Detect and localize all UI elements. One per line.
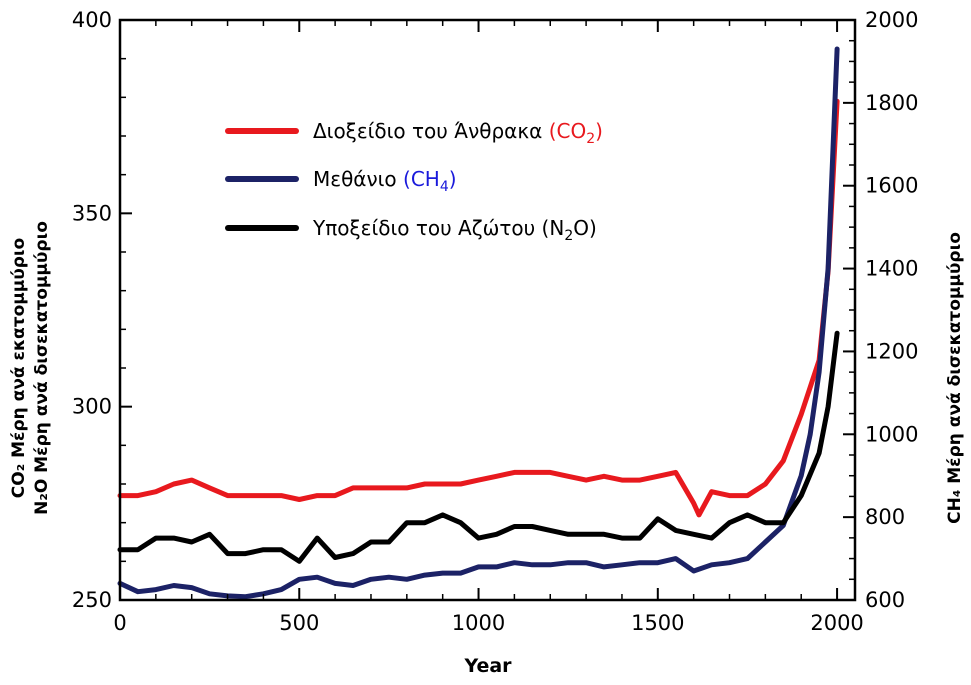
x-tick-label: 2000 [810,611,863,635]
right-tick-label: 2000 [865,8,918,32]
left-axis-label-line2: N₂O Μέρη ανά δισεκατομμύριο [32,221,52,515]
right-tick-label: 1800 [865,91,918,115]
series-line-1 [117,98,840,518]
right-tick-label: 1200 [865,339,918,363]
legend-entry-2: Μεθάνιο (CH4) [313,167,457,195]
right-tick-label: 800 [865,505,905,529]
left-axis-label-line1: CO₂ Μέρη ανά εκατομμύριο [9,238,29,498]
legend-entry-3: Υποξείδιο του Αζώτου (N2O) [312,216,597,244]
legend-entry-1: Διοξείδιο του Άνθρακα (CO2) [313,119,603,147]
plot-frame [118,18,857,602]
axes: 0 500 1000 1500 2000 250 300 350 400 600 800 1000 12… [72,8,919,635]
x-tick-label: 500 [279,611,319,635]
left-tick-label: 350 [72,201,112,225]
left-tick-label: 250 [72,588,112,612]
right-tick-label: 1600 [865,174,918,198]
legend: Διοξείδιο του Άνθρακα (CO2) Μεθάνιο (CH4)… [225,119,603,244]
left-tick-label: 300 [72,395,112,419]
right-tick-label: 1000 [865,422,918,446]
right-axis-label: CH₄ Μέρη ανά δισεκατομμύριο [945,232,965,524]
right-tick-label: 600 [865,588,905,612]
right-tick-label: 1400 [865,257,918,281]
series-line-2 [117,46,840,600]
series-line-3 [117,330,840,564]
left-tick-label: 400 [72,8,112,32]
x-tick-label: 0 [113,611,126,635]
x-axis-label: Year [463,655,512,677]
x-tick-label: 1000 [452,611,505,635]
x-tick-label: 1500 [631,611,684,635]
plot-area [117,46,840,600]
